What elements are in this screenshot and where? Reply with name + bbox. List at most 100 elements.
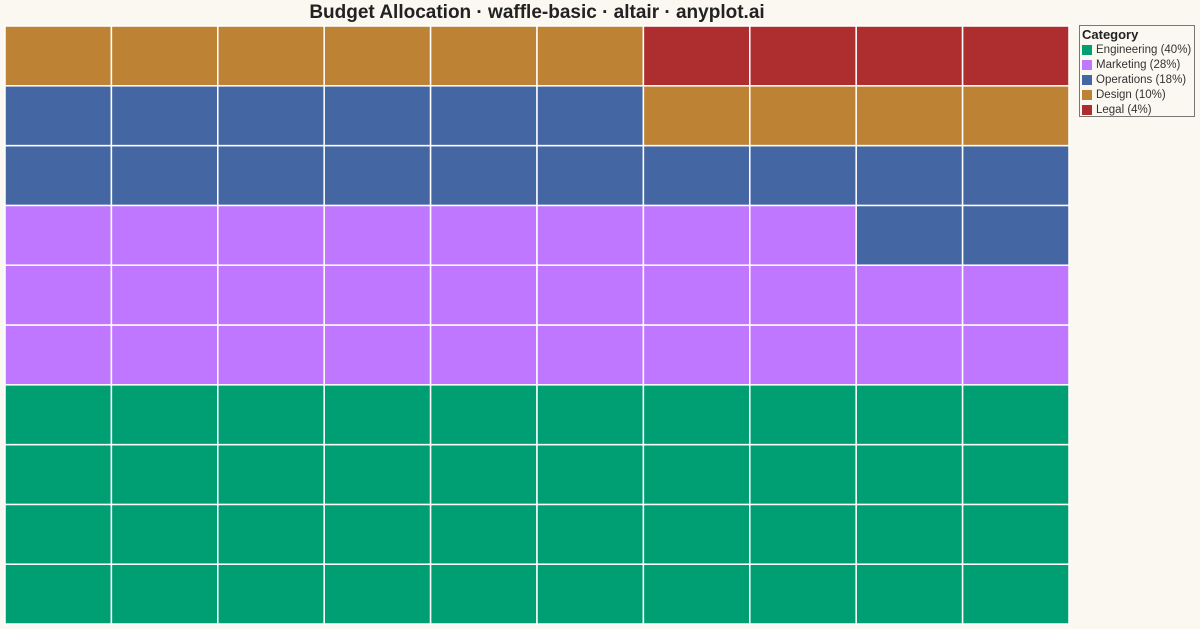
legend: Category Engineering (40%) Marketing (28%… xyxy=(1079,25,1195,117)
waffle-cell xyxy=(323,503,432,565)
waffle-cell xyxy=(110,324,219,386)
waffle-cell xyxy=(110,264,219,326)
waffle-cell xyxy=(110,85,219,147)
waffle-cell xyxy=(642,25,751,87)
waffle-cell xyxy=(855,204,964,266)
waffle-cell xyxy=(961,503,1070,565)
waffle-cell xyxy=(323,264,432,326)
waffle-cell xyxy=(855,324,964,386)
waffle-cell xyxy=(749,85,857,147)
waffle-cell xyxy=(217,324,325,386)
waffle-cell xyxy=(642,443,751,506)
waffle-cell xyxy=(961,324,1070,386)
waffle-cell xyxy=(110,443,219,506)
waffle-cell xyxy=(642,85,751,147)
waffle-cell xyxy=(110,204,219,266)
waffle-cell xyxy=(110,25,219,87)
legend-item: Operations (18%) xyxy=(1082,72,1192,87)
legend-label: Engineering (40%) xyxy=(1096,43,1192,56)
waffle-cell xyxy=(323,85,432,147)
waffle-cell xyxy=(642,204,751,266)
waffle-cell xyxy=(536,144,645,207)
waffle-cell xyxy=(536,25,645,87)
legend-title: Category xyxy=(1082,27,1139,42)
waffle-cell xyxy=(4,503,113,565)
waffle-cell xyxy=(323,384,432,446)
waffle-cell xyxy=(323,443,432,506)
waffle-cell xyxy=(429,25,538,87)
waffle-cell xyxy=(110,384,219,446)
legend-label: Marketing (28%) xyxy=(1096,58,1181,71)
waffle-cell xyxy=(961,85,1070,147)
waffle-cell xyxy=(642,324,751,386)
waffle-cell xyxy=(217,144,325,207)
waffle-cell xyxy=(855,563,964,625)
waffle-cell xyxy=(536,324,645,386)
waffle-cell xyxy=(217,384,325,446)
waffle-cell xyxy=(110,144,219,207)
waffle-cell xyxy=(429,144,538,207)
waffle-cell xyxy=(429,324,538,386)
waffle-cell xyxy=(536,204,645,266)
waffle-cell xyxy=(855,264,964,326)
waffle-cell xyxy=(961,204,1070,266)
waffle-cell xyxy=(323,204,432,266)
waffle-cell xyxy=(4,264,113,326)
legend-swatch xyxy=(1082,104,1092,115)
waffle-cell xyxy=(749,25,857,87)
legend-label: Legal (4%) xyxy=(1096,103,1152,116)
legend-swatch xyxy=(1082,89,1092,100)
waffle-cell xyxy=(217,85,325,147)
waffle-cell xyxy=(855,384,964,446)
waffle-cell xyxy=(749,264,857,326)
waffle-cell xyxy=(4,85,113,147)
waffle-cell xyxy=(642,563,751,625)
waffle-cell xyxy=(749,503,857,565)
waffle-cell xyxy=(110,503,219,565)
waffle-cell xyxy=(4,324,113,386)
waffle-cell xyxy=(110,563,219,625)
legend-swatch xyxy=(1082,74,1092,85)
waffle-cell xyxy=(855,443,964,506)
waffle-cell xyxy=(749,204,857,266)
waffle-cell xyxy=(749,144,857,207)
waffle-cell xyxy=(217,443,325,506)
waffle-cell xyxy=(429,384,538,446)
legend-swatch xyxy=(1082,59,1092,70)
waffle-cell xyxy=(536,264,645,326)
legend-item: Engineering (40%) xyxy=(1082,42,1192,57)
waffle-cell xyxy=(749,443,857,506)
legend-label: Design (10%) xyxy=(1096,88,1166,101)
waffle-cell xyxy=(4,563,113,625)
waffle-cell xyxy=(642,144,751,207)
legend-item: Design (10%) xyxy=(1082,87,1192,102)
waffle-cell xyxy=(536,85,645,147)
waffle-cell xyxy=(536,384,645,446)
waffle-cell xyxy=(749,563,857,625)
waffle-cell xyxy=(642,503,751,565)
waffle-cell xyxy=(855,25,964,87)
waffle-cell xyxy=(4,204,113,266)
waffle-cell xyxy=(323,563,432,625)
waffle-cell xyxy=(217,264,325,326)
legend-item: Legal (4%) xyxy=(1082,102,1192,117)
waffle-cell xyxy=(429,443,538,506)
waffle-cell xyxy=(855,503,964,565)
waffle-cell xyxy=(429,264,538,326)
waffle-cell xyxy=(4,384,113,446)
waffle-cell xyxy=(217,563,325,625)
waffle-cell xyxy=(217,503,325,565)
waffle-cell xyxy=(536,503,645,565)
waffle-cell xyxy=(855,144,964,207)
legend-items: Engineering (40%) Marketing (28%) Operatio… xyxy=(1082,42,1192,117)
waffle-cell xyxy=(217,204,325,266)
waffle-cell xyxy=(961,144,1070,207)
legend-swatch xyxy=(1082,44,1092,55)
waffle-cell xyxy=(855,85,964,147)
legend-label: Operations (18%) xyxy=(1096,73,1187,86)
waffle-cell xyxy=(323,144,432,207)
waffle-cell xyxy=(642,264,751,326)
waffle-cell xyxy=(961,563,1070,625)
waffle-cell xyxy=(323,25,432,87)
